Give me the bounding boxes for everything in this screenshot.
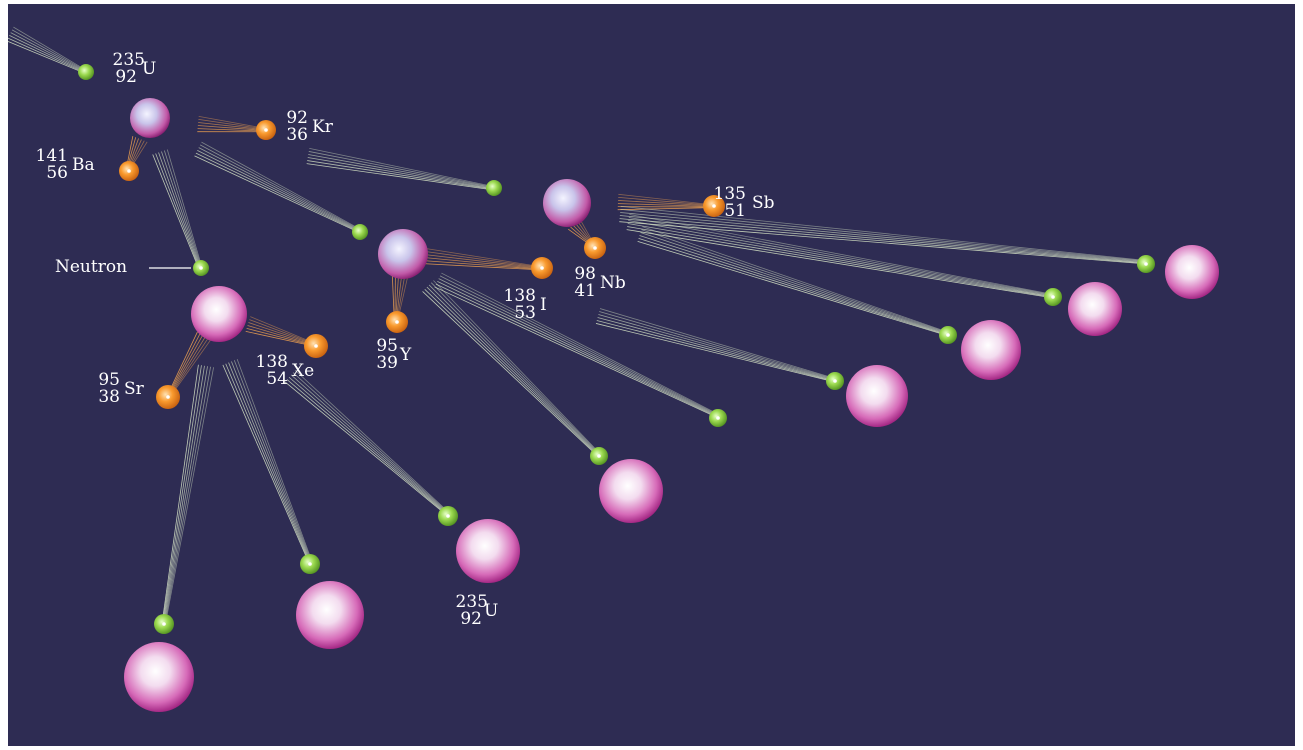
- trail-i138: [423, 247, 539, 271]
- particle-highlight: [127, 169, 131, 173]
- trail-neutron-3b: [626, 214, 1053, 299]
- uranium-target-3: [961, 320, 1021, 380]
- particle-highlight: [597, 454, 601, 458]
- trail-sr95: [168, 331, 211, 396]
- fission-chain-diagram: 235 92 U 92 36 Kr 141 56 Ba 135 51 Sb 98…: [8, 4, 1295, 746]
- uranium-target-2: [1068, 282, 1122, 336]
- uranium-235-nucleus-2: [378, 229, 428, 279]
- uranium-target-7: [296, 581, 364, 649]
- label-ba141: 141 56 Ba: [35, 146, 95, 183]
- particle-highlight: [1144, 262, 1148, 266]
- neutron-1a: [486, 180, 502, 196]
- trail-xe138: [245, 316, 313, 347]
- particle-highlight: [264, 128, 268, 132]
- particle-highlight: [308, 562, 312, 566]
- label-sr95: 95 38 Sr: [98, 370, 144, 407]
- label-nb98: 98 41 Nb: [574, 264, 626, 301]
- neutron-label: Neutron: [55, 257, 128, 277]
- trail-neutron-3a: [619, 205, 1145, 265]
- trail-neutron-4b: [222, 358, 312, 562]
- label-y95: 95 39 Y: [376, 336, 412, 373]
- particle-highlight: [712, 204, 716, 208]
- trail-sb135: [617, 193, 709, 211]
- label-u235-top: 235 92 U: [112, 50, 157, 87]
- particle-highlight: [166, 395, 170, 399]
- particle-highlight: [1051, 295, 1055, 299]
- uranium-235-nucleus-1: [130, 98, 170, 138]
- trail-neutron-3d: [595, 308, 835, 383]
- particle-highlight: [162, 622, 166, 626]
- uranium-target-8: [124, 642, 194, 712]
- particle-highlight: [314, 344, 318, 348]
- trail-kr92: [197, 115, 265, 133]
- particle-highlight: [946, 333, 950, 337]
- particle-highlight: [395, 320, 399, 324]
- uranium-target-6: [456, 519, 520, 583]
- trail-neutron-1a: [306, 148, 493, 191]
- uranium-target-5: [599, 459, 663, 523]
- label-xe138: 138 54 Xe: [255, 352, 315, 389]
- trail-neutron-4a: [284, 369, 450, 516]
- uranium-235-nucleus-4: [191, 286, 247, 342]
- label-u235-bottom: 235 92 U: [455, 592, 499, 629]
- particle-highlight: [833, 379, 837, 383]
- trail-neutron-3c: [637, 226, 949, 337]
- trail-neutron-4c: [161, 364, 214, 623]
- trail-neutron-2a: [434, 272, 719, 418]
- trail-neutron-1c: [152, 149, 203, 268]
- label-sb135: 135 51 Sb: [713, 184, 775, 221]
- particle-highlight: [446, 514, 450, 518]
- trail-neutron-1b: [194, 141, 359, 232]
- neutron-incoming: [78, 64, 94, 80]
- particle-highlight: [199, 266, 203, 270]
- particle-highlight: [540, 266, 544, 270]
- label-kr92: 92 36 Kr: [286, 108, 333, 145]
- particle-highlight: [593, 246, 597, 250]
- particle-highlight: [716, 416, 720, 420]
- uranium-235-nucleus-3: [543, 179, 591, 227]
- uranium-target-4: [846, 365, 908, 427]
- fission-artwork: [8, 26, 1219, 712]
- trail-neutron-2b: [422, 280, 600, 456]
- trail-incoming-neutron: [8, 26, 85, 73]
- neutron-1b: [352, 224, 368, 240]
- uranium-target-1: [1165, 245, 1219, 299]
- label-i138: 138 53 I: [503, 286, 547, 323]
